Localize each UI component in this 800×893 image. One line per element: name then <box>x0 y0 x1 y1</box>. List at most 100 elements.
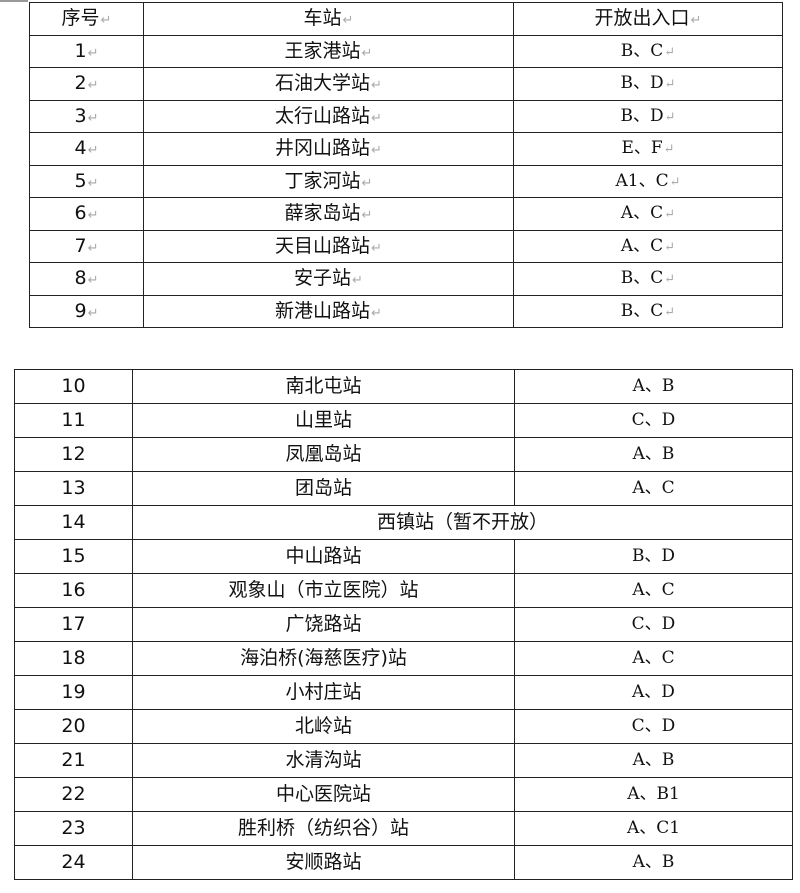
table-row: 12 凤凰岛站 A、B <box>14 437 793 472</box>
table-row: 19 小村庄站 A、D <box>14 675 793 710</box>
row-number: 9 <box>29 294 144 328</box>
page-edge-marker <box>0 0 28 2</box>
station-name: 北岭站 <box>132 709 515 744</box>
table-row: 9 新港山路站 B、C <box>29 294 783 328</box>
row-number: 17 <box>14 607 133 642</box>
table-row: 23 胜利桥（纺织谷）站 A、C1 <box>14 811 793 846</box>
open-exits: A1、C <box>513 164 783 198</box>
station-name: 新港山路站 <box>143 294 514 328</box>
table-row: 4 井冈山路站 E、F <box>29 132 783 166</box>
table-row: 1 王家港站 B、C <box>29 34 783 68</box>
table-row: 20 北岭站 C、D <box>14 709 793 744</box>
station-name: 天目山路站 <box>143 229 514 263</box>
station-name: 海泊桥(海慈医疗)站 <box>132 641 515 676</box>
row-number: 22 <box>14 777 133 812</box>
table-row: 3 太行山路站 B、D <box>29 99 783 133</box>
table-row: 17 广饶路站 C、D <box>14 607 793 642</box>
row-number: 2 <box>29 67 144 101</box>
row-number: 18 <box>14 641 133 676</box>
row-number: 1 <box>29 34 144 68</box>
open-exits: A、C <box>514 471 793 506</box>
table-row: 10 南北屯站 A、B <box>14 369 793 404</box>
table-row: 22 中心医院站 A、B1 <box>14 777 793 812</box>
open-exits: A、B1 <box>514 777 793 812</box>
station-name-closed: 西镇站（暂不开放） <box>132 505 793 540</box>
table-row: 11 山里站 C、D <box>14 403 793 438</box>
row-number: 3 <box>29 99 144 133</box>
row-number: 11 <box>14 403 133 438</box>
table-row: 21 水清沟站 A、B <box>14 743 793 778</box>
open-exits: C、D <box>514 709 793 744</box>
station-name: 安顺路站 <box>132 845 515 880</box>
table-row: 5 丁家河站 A1、C <box>29 164 783 198</box>
station-name: 安子站 <box>143 262 514 296</box>
station-name: 南北屯站 <box>132 369 515 404</box>
station-name: 石油大学站 <box>143 67 514 101</box>
station-name: 太行山路站 <box>143 99 514 133</box>
table-row: 15 中山路站 B、D <box>14 539 793 574</box>
open-exits: A、C1 <box>514 811 793 846</box>
row-number: 6 <box>29 197 144 231</box>
row-number: 16 <box>14 573 133 608</box>
header-cell: 序号 <box>29 2 144 36</box>
open-exits: C、D <box>514 403 793 438</box>
station-name: 广饶路站 <box>132 607 515 642</box>
station-name: 凤凰岛站 <box>132 437 515 472</box>
open-exits: B、C <box>513 262 783 296</box>
station-name: 丁家河站 <box>143 164 514 198</box>
table-row: 6 薛家岛站 A、C <box>29 197 783 231</box>
row-number: 5 <box>29 164 144 198</box>
header-cell: 开放出入口 <box>513 2 783 36</box>
row-number: 13 <box>14 471 133 506</box>
open-exits: A、B <box>514 369 793 404</box>
open-exits: B、D <box>513 99 783 133</box>
station-name: 胜利桥（纺织谷）站 <box>132 811 515 846</box>
table-row: 16 观象山（市立医院）站 A、C <box>14 573 793 608</box>
open-exits: C、D <box>514 607 793 642</box>
station-name: 团岛站 <box>132 471 515 506</box>
open-exits: B、D <box>513 67 783 101</box>
table-row: 13 团岛站 A、C <box>14 471 793 506</box>
table-row: 14 西镇站（暂不开放） <box>14 505 793 540</box>
row-number: 15 <box>14 539 133 574</box>
open-exits: A、C <box>514 573 793 608</box>
row-number: 7 <box>29 229 144 263</box>
row-number: 14 <box>14 505 133 540</box>
station-exits-table-2: 10 南北屯站 A、B 11 山里站 C、D 12 凤凰岛站 A、B 13 团岛站 A、… <box>14 369 793 880</box>
table-row: 2 石油大学站 B、D <box>29 67 783 101</box>
station-name: 井冈山路站 <box>143 132 514 166</box>
open-exits: B、C <box>513 294 783 328</box>
station-name: 水清沟站 <box>132 743 515 778</box>
row-number: 8 <box>29 262 144 296</box>
row-number: 4 <box>29 132 144 166</box>
table-row: 8 安子站 B、C <box>29 262 783 296</box>
row-number: 24 <box>14 845 133 880</box>
station-name: 小村庄站 <box>132 675 515 710</box>
station-name: 中心医院站 <box>132 777 515 812</box>
row-number: 10 <box>14 369 133 404</box>
open-exits: A、C <box>514 641 793 676</box>
row-number: 21 <box>14 743 133 778</box>
open-exits: E、F <box>513 132 783 166</box>
table-row: 24 安顺路站 A、B <box>14 845 793 880</box>
open-exits: A、B <box>514 437 793 472</box>
station-name: 山里站 <box>132 403 515 438</box>
open-exits: B、D <box>514 539 793 574</box>
table-row: 18 海泊桥(海慈医疗)站 A、C <box>14 641 793 676</box>
station-name: 观象山（市立医院）站 <box>132 573 515 608</box>
row-number: 20 <box>14 709 133 744</box>
table-row: 7 天目山路站 A、C <box>29 229 783 263</box>
open-exits: A、C <box>513 229 783 263</box>
station-name: 王家港站 <box>143 34 514 68</box>
row-number: 12 <box>14 437 133 472</box>
header-row: 序号车站开放出入口 <box>29 2 783 36</box>
open-exits: A、D <box>514 675 793 710</box>
station-name: 薛家岛站 <box>143 197 514 231</box>
row-number: 23 <box>14 811 133 846</box>
row-number: 19 <box>14 675 133 710</box>
open-exits: A、C <box>513 197 783 231</box>
open-exits: A、B <box>514 743 793 778</box>
open-exits: B、C <box>513 34 783 68</box>
station-exits-table-1: 序号车站开放出入口 1 王家港站 B、C 2 石油大学站 B、D 3 太行山路站… <box>29 2 783 328</box>
station-name: 中山路站 <box>132 539 515 574</box>
